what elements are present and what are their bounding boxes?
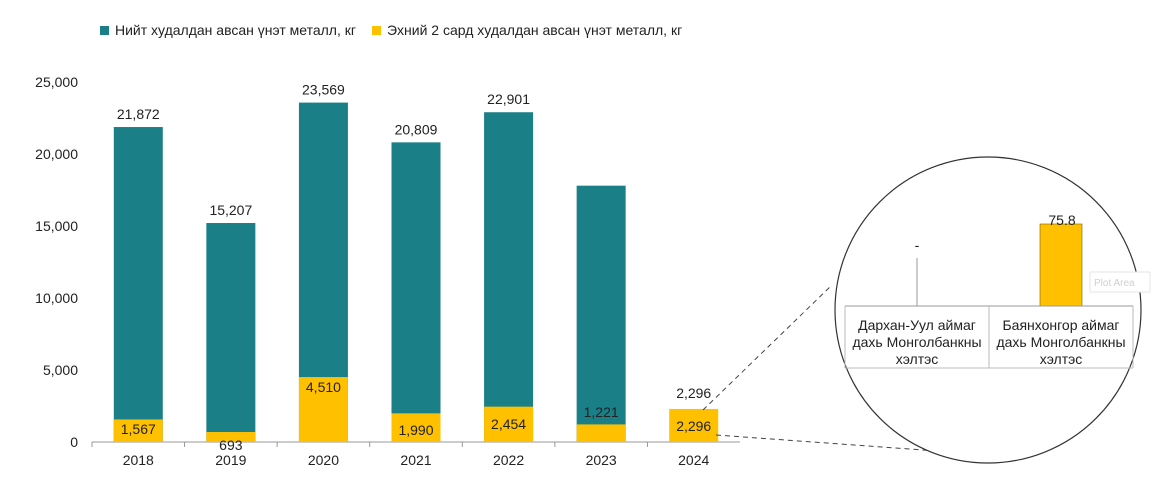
bar-total (391, 142, 441, 442)
data-label-total: 20,809 (395, 121, 438, 137)
data-label-total: 15,207 (209, 202, 252, 218)
x-tick-label: 2023 (586, 452, 617, 468)
x-tick-label: 2021 (400, 452, 431, 468)
y-tick-label: 15,000 (35, 218, 78, 234)
legend-label-total: Нийт худалдан авсан үнэт металл, кг (115, 22, 356, 38)
data-label-total: 21,872 (117, 106, 160, 122)
y-tick-label: 20,000 (35, 146, 78, 162)
data-label-total: 22,901 (487, 91, 530, 107)
plot-area-watermark: Plot Area (1094, 278, 1135, 289)
inset-data-label: 75.8 (1048, 212, 1075, 228)
data-label-first-two-months: 1,221 (584, 404, 619, 420)
bar-first-two-months (576, 424, 626, 442)
legend-item-total: Нийт худалдан авсан үнэт металл, кг (100, 22, 356, 38)
x-tick-label: 2022 (493, 452, 524, 468)
data-label-first-two-months: 2,454 (491, 416, 526, 432)
y-tick-label: 10,000 (35, 290, 78, 306)
data-label-first-two-months: 1,990 (398, 422, 433, 438)
bar-total (484, 112, 534, 443)
x-tick-label: 2018 (123, 452, 154, 468)
zoom-connector-top (702, 284, 833, 411)
data-label-first-two-months: 1,567 (121, 421, 156, 437)
inset-category-label: Дархан-Уул аймаг дахь Монголбанкны хэлтэс (852, 317, 981, 367)
legend-swatch-total (100, 25, 109, 35)
y-tick-label: 5,000 (43, 362, 78, 378)
data-label-extra: 2,296 (676, 385, 711, 401)
bar-first-two-months (484, 406, 534, 442)
legend: Нийт худалдан авсан үнэт металл, кг Эхни… (100, 22, 682, 38)
y-tick-label: 0 (70, 434, 78, 450)
bar-first-two-months (206, 432, 256, 442)
bar-first-two-months (391, 413, 441, 442)
bar-first-two-months (669, 408, 719, 442)
bar-total (576, 185, 626, 442)
y-tick-label: 25,000 (35, 74, 78, 90)
data-label-first-two-months: 693 (219, 437, 243, 453)
bar-first-two-months (298, 377, 348, 442)
plot-area-watermark-box (1089, 271, 1151, 293)
legend-label-first-two-months: Эхний 2 сард худалдан авсан үнэт металл,… (386, 22, 683, 38)
bar-total (206, 223, 256, 442)
zoom-circle (834, 156, 1142, 464)
data-label-first-two-months: 2,296 (676, 418, 711, 434)
x-tick-label: 2020 (308, 452, 339, 468)
zoom-connector-bottom (715, 434, 938, 452)
inset-category-label: Баянхонгор аймаг дахь Монголбанкны хэлтэс (996, 317, 1125, 367)
x-tick-label: 2024 (678, 452, 709, 468)
legend-swatch-first-two-months (371, 25, 381, 35)
inset-bar (1039, 223, 1083, 307)
bar-total (113, 127, 163, 442)
data-label-first-two-months: 4,510 (306, 379, 341, 395)
x-tick-label: 2019 (215, 452, 246, 468)
bar-first-two-months (113, 419, 163, 442)
legend-item-first-two-months: Эхний 2 сард худалдан авсан үнэт металл,… (371, 22, 683, 38)
inset-data-label: - (915, 237, 920, 253)
data-label-total: 23,569 (302, 82, 345, 98)
